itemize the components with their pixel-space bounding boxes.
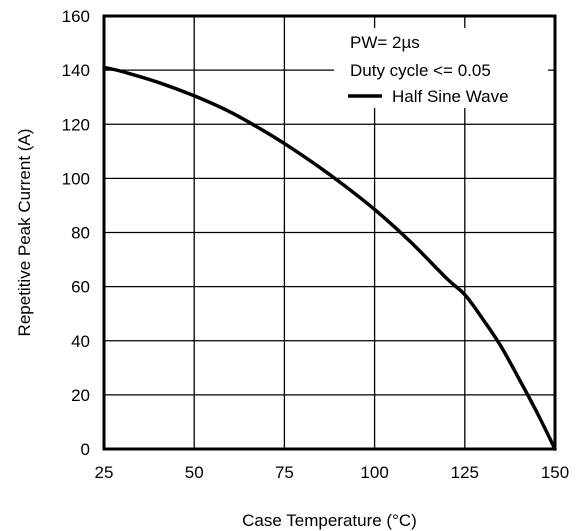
- x-tick-label: 75: [275, 463, 294, 482]
- y-tick-label: 40: [71, 332, 90, 351]
- legend-label: Half Sine Wave: [392, 87, 509, 106]
- annotation-block: PW= 2µs Duty cycle <= 0.05 Half Sine Wav…: [334, 28, 548, 108]
- x-tick-label: 50: [185, 463, 204, 482]
- annotation-pulse-width: PW= 2µs: [350, 33, 420, 52]
- y-axis-label: Repetitive Peak Current (A): [15, 129, 34, 337]
- y-tick-label: 140: [62, 61, 90, 80]
- y-tick-label: 160: [62, 7, 90, 26]
- plot-frame: [102, 14, 557, 451]
- x-tick-label: 150: [541, 463, 569, 482]
- y-tick-label: 80: [71, 224, 90, 243]
- series-layer: [102, 65, 557, 451]
- x-tick-label: 100: [360, 463, 388, 482]
- annotation-duty-cycle: Duty cycle <= 0.05: [350, 61, 491, 80]
- y-tick-label: 60: [71, 278, 90, 297]
- x-tick-label: 125: [451, 463, 479, 482]
- x-axis-label: Case Temperature (°C): [242, 511, 417, 530]
- y-tick-label: 0: [81, 440, 90, 459]
- y-tick-label: 100: [62, 169, 90, 188]
- y-tick-labels: 0 20 40 60 80 100 120 140 160: [62, 7, 90, 459]
- y-tick-label: 120: [62, 115, 90, 134]
- y-tick-label: 20: [71, 386, 90, 405]
- x-tick-label: 25: [95, 463, 114, 482]
- x-tick-labels: 25 50 75 100 125 150: [95, 463, 570, 482]
- series-line-half-sine-wave: [102, 65, 557, 451]
